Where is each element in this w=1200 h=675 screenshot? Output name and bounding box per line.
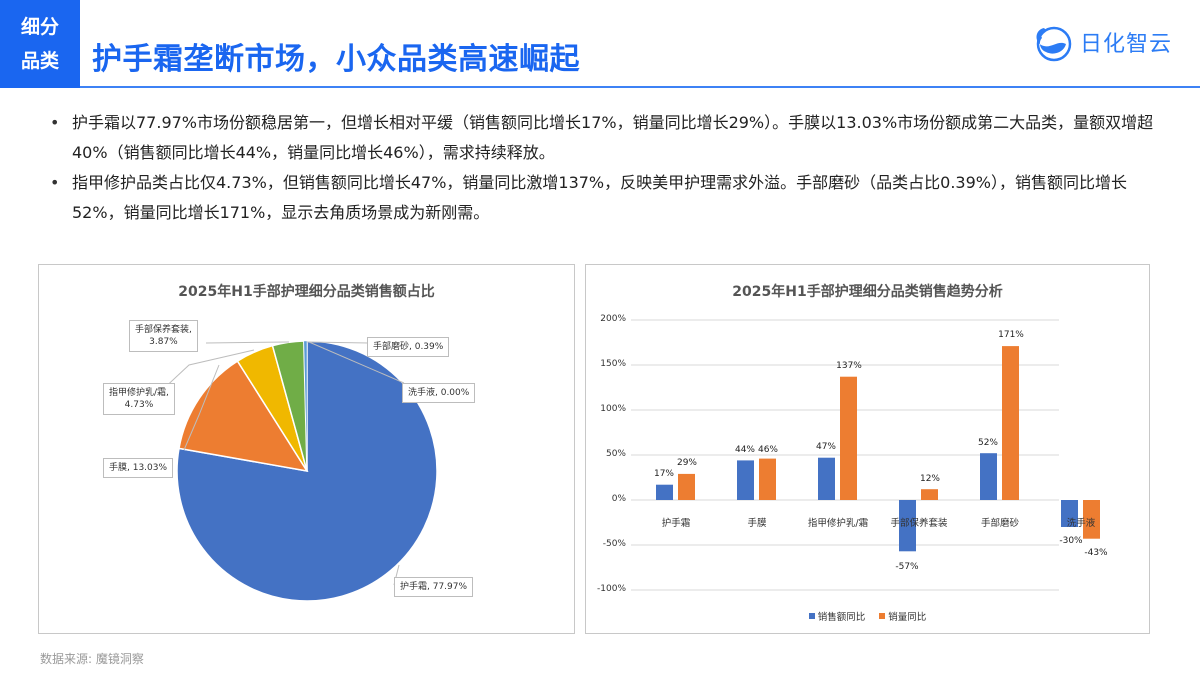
bullet-item: 护手霜以77.97%市场份额稳居第一，但增长相对平缓（销售额同比增长17%，销量… [50, 108, 1160, 168]
bar-chart-panel: 2025年H1手部护理细分品类销售趋势分析 200% 150% 100% 50%… [585, 264, 1150, 634]
page-title: 护手霜垄断市场，小众品类高速崛起 [92, 42, 580, 77]
y-tick: -50% [602, 539, 626, 549]
x-category: 洗手液 [1066, 518, 1096, 529]
bar-value-volume: 29% [676, 458, 697, 468]
pie-label-text: 手部保养套装, [135, 325, 192, 335]
bar-chart [631, 319, 1100, 591]
pie-label-text: 指甲修护乳/霜, [109, 388, 169, 398]
legend-label: 销量同比 [888, 612, 927, 623]
bar-value-sales: -30% [1059, 536, 1083, 546]
pie-label-hand-mask: 手膜, 13.03% [103, 458, 174, 478]
y-tick: 200% [600, 314, 626, 324]
bullet-item: 指甲修护品类占比仅4.73%，但销售额同比增长47%，销量同比激增137%，反映… [50, 168, 1160, 228]
x-category: 手部磨砂 [980, 518, 1019, 529]
bar-chart-title: 2025年H1手部护理细分品类销售趋势分析 [732, 284, 1003, 300]
pie-chart-panel: 2025年H1手部护理细分品类销售额占比 手部保养套装, 3.87% 手部磨砂,… [38, 264, 575, 634]
bar-chart-legend: 销售额同比 销量同比 [586, 609, 1149, 623]
pie-label-hand-set: 手部保养套装, 3.87% [129, 320, 198, 352]
legend-label: 销售额同比 [817, 612, 866, 623]
summary-bullets: 护手霜以77.97%市场份额稳居第一，但增长相对平缓（销售额同比增长17%，销量… [50, 108, 1160, 228]
bar-value-sales: 47% [815, 442, 836, 452]
swan-logo-icon [1036, 26, 1072, 62]
pie-chart [158, 340, 438, 602]
logo-text: 日化智云 [1080, 32, 1173, 57]
pie-label-text: 手部磨砂, 0.39% [373, 342, 444, 352]
bar-value-sales: 44% [734, 445, 755, 455]
legend-item-sales: 销售额同比 [808, 609, 866, 623]
brand-logo: 日化智云 [1030, 22, 1172, 62]
bar-value-volume: 171% [998, 330, 1024, 340]
pie-label-text: 护手霜, 77.97% [400, 582, 468, 592]
legend-swatch-orange-icon [879, 613, 886, 619]
section-tag: 细分 品类 [0, 0, 80, 88]
bar-value-volume: -43% [1084, 548, 1108, 558]
pie-label-handwash: 洗手液, 0.00% [402, 383, 476, 403]
x-category: 手膜 [747, 518, 767, 529]
x-category: 护手霜 [661, 518, 691, 529]
y-tick: 0% [611, 494, 626, 504]
header-divider [80, 86, 1200, 88]
legend-swatch-blue-icon [808, 613, 815, 619]
data-source: 数据来源: 魔镜洞察 [40, 652, 144, 666]
x-category: 手部保养套装 [890, 518, 948, 529]
bar-value-volume: 12% [919, 474, 940, 484]
section-tag-line1: 细分 [20, 16, 59, 38]
bar-value-sales: 17% [653, 469, 674, 479]
section-tag-line2: 品类 [20, 50, 59, 72]
y-tick: -100% [597, 584, 626, 594]
pie-label-scrub: 手部磨砂, 0.39% [367, 337, 450, 357]
y-tick: 50% [605, 449, 626, 459]
y-tick: 150% [600, 359, 626, 369]
pie-label-text: 手膜, 13.03% [109, 463, 168, 473]
pie-label-hand-cream: 护手霜, 77.97% [394, 577, 474, 597]
y-tick: 100% [600, 404, 626, 414]
legend-item-volume: 销量同比 [879, 609, 926, 623]
pie-label-value: 3.87% [149, 337, 178, 347]
bar-value-sales: -57% [895, 562, 919, 572]
x-category: 指甲修护乳/霜 [807, 518, 869, 529]
pie-label-nail: 指甲修护乳/霜, 4.73% [103, 383, 175, 415]
pie-label-value: 4.73% [124, 400, 154, 410]
pie-label-text: 洗手液, 0.00% [408, 388, 470, 398]
pie-chart-title: 2025年H1手部护理细分品类销售额占比 [178, 284, 435, 300]
bar-value-volume: 137% [836, 361, 862, 371]
bar-value-volume: 46% [757, 445, 778, 455]
bar-value-sales: 52% [977, 438, 998, 448]
